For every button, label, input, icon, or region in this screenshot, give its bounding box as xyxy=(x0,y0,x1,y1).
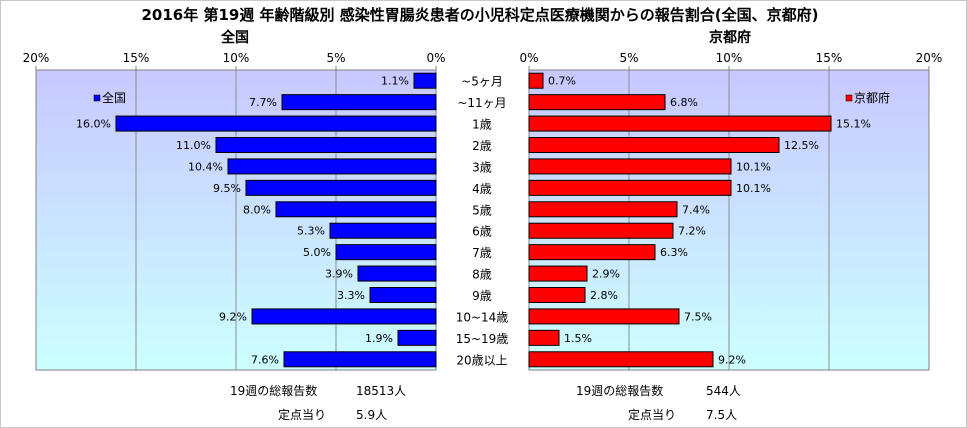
national-data-label: 5.0% xyxy=(303,246,331,259)
national-total-value: 18513人 xyxy=(356,384,407,398)
kyoto-total-label: 19週の総報告数 xyxy=(576,384,664,398)
kyoto-data-label: 0.7% xyxy=(548,75,576,88)
national-tick-label: 10% xyxy=(223,51,250,65)
kyoto-tick-label: 20% xyxy=(916,51,943,65)
category-label: 7歳 xyxy=(472,246,492,260)
category-label: 9歳 xyxy=(472,289,492,303)
kyoto-panel-title: 京都府 xyxy=(709,30,751,46)
national-tick-label: 5% xyxy=(326,51,345,65)
kyoto-data-label: 7.2% xyxy=(678,225,706,238)
national-data-label: 5.3% xyxy=(297,225,325,238)
kyoto-data-label: 2.8% xyxy=(590,289,618,302)
kyoto-bar xyxy=(528,222,674,239)
national-bar xyxy=(251,308,437,325)
national-bar xyxy=(245,179,437,196)
national-data-label: 16.0% xyxy=(76,118,111,131)
page-title: 2016年 第19週 年齢階級別 感染性胃腸炎患者の小児科定点医療機関からの報告… xyxy=(141,6,819,24)
category-label: ~5ヶ月 xyxy=(461,75,503,89)
kyoto-bar xyxy=(528,94,666,111)
kyoto-tick-label: 10% xyxy=(716,51,743,65)
national-bar xyxy=(357,265,437,282)
national-data-label: 11.0% xyxy=(176,139,211,152)
kyoto-data-label: 10.1% xyxy=(736,160,771,173)
kyoto-bar xyxy=(528,351,714,368)
national-bar xyxy=(335,244,437,261)
kyoto-data-label: 7.4% xyxy=(682,203,710,216)
kyoto-bar xyxy=(528,115,832,132)
national-bar xyxy=(329,222,437,239)
kyoto-bar xyxy=(528,329,560,346)
kyoto-data-label: 6.3% xyxy=(660,246,688,259)
kyoto-data-label: 10.1% xyxy=(736,182,771,195)
national-data-label: 10.4% xyxy=(188,160,223,173)
national-tick-label: 20% xyxy=(23,51,50,65)
national-per-value: 5.9人 xyxy=(356,408,388,422)
category-label: 2歳 xyxy=(472,139,492,153)
category-label: 3歳 xyxy=(472,160,492,174)
kyoto-bar xyxy=(528,265,588,282)
kyoto-bar xyxy=(528,137,780,153)
national-data-label: 9.5% xyxy=(213,182,241,195)
kyoto-bar xyxy=(528,72,544,89)
national-bar xyxy=(283,351,437,368)
national-bar xyxy=(397,329,437,346)
national-bar xyxy=(215,137,437,153)
category-label: 8歳 xyxy=(472,268,492,282)
kyoto-bar xyxy=(528,308,680,325)
kyoto-tick-label: 15% xyxy=(816,51,843,65)
category-label: 10~14歳 xyxy=(456,310,509,324)
national-legend-swatch xyxy=(93,94,101,102)
national-tick-label: 15% xyxy=(123,51,150,65)
national-legend-label: 全国 xyxy=(102,90,126,105)
category-label: 6歳 xyxy=(472,225,492,239)
kyoto-total-value: 544人 xyxy=(706,384,741,398)
kyoto-data-label: 12.5% xyxy=(784,139,819,152)
national-per-label: 定点当り xyxy=(278,408,327,422)
national-data-label: 3.3% xyxy=(337,289,365,302)
category-label: 5歳 xyxy=(472,203,492,217)
national-bar xyxy=(227,158,437,175)
kyoto-data-label: 2.9% xyxy=(592,268,620,281)
kyoto-data-label: 6.8% xyxy=(670,96,698,109)
kyoto-bar xyxy=(528,158,732,175)
kyoto-bar xyxy=(528,201,678,218)
national-bar xyxy=(281,94,437,111)
category-label: 20歳以上 xyxy=(456,353,507,367)
category-label: 1歳 xyxy=(472,118,492,132)
national-bar xyxy=(369,287,437,303)
national-total-label: 19週の総報告数 xyxy=(230,384,318,398)
category-label: 15~19歳 xyxy=(456,332,509,346)
kyoto-tick-label: 5% xyxy=(619,51,638,65)
national-bar xyxy=(413,72,437,89)
kyoto-legend-label: 京都府 xyxy=(854,90,890,105)
kyoto-tick-label: 0% xyxy=(519,51,538,65)
kyoto-data-label: 9.2% xyxy=(718,353,746,366)
national-data-label: 1.9% xyxy=(365,332,393,345)
category-label: ~11ヶ月 xyxy=(457,96,506,110)
national-data-label: 7.6% xyxy=(251,353,279,366)
kyoto-data-label: 15.1% xyxy=(836,118,871,131)
kyoto-per-value: 7.5人 xyxy=(706,408,738,422)
kyoto-bar xyxy=(528,244,656,261)
kyoto-per-label: 定点当り xyxy=(628,408,677,422)
national-data-label: 8.0% xyxy=(243,203,271,216)
national-data-label: 1.1% xyxy=(381,75,409,88)
national-panel-title: 全国 xyxy=(221,30,249,46)
category-label: 4歳 xyxy=(472,182,492,196)
national-data-label: 9.2% xyxy=(219,310,247,323)
national-bar xyxy=(275,201,437,218)
kyoto-legend-swatch xyxy=(845,94,853,102)
national-data-label: 7.7% xyxy=(249,96,277,109)
kyoto-bar xyxy=(528,179,732,196)
national-bar xyxy=(115,115,437,132)
kyoto-data-label: 7.5% xyxy=(684,310,712,323)
national-data-label: 3.9% xyxy=(325,268,353,281)
national-tick-label: 0% xyxy=(426,51,445,65)
kyoto-bar xyxy=(528,287,586,303)
kyoto-data-label: 1.5% xyxy=(564,332,592,345)
